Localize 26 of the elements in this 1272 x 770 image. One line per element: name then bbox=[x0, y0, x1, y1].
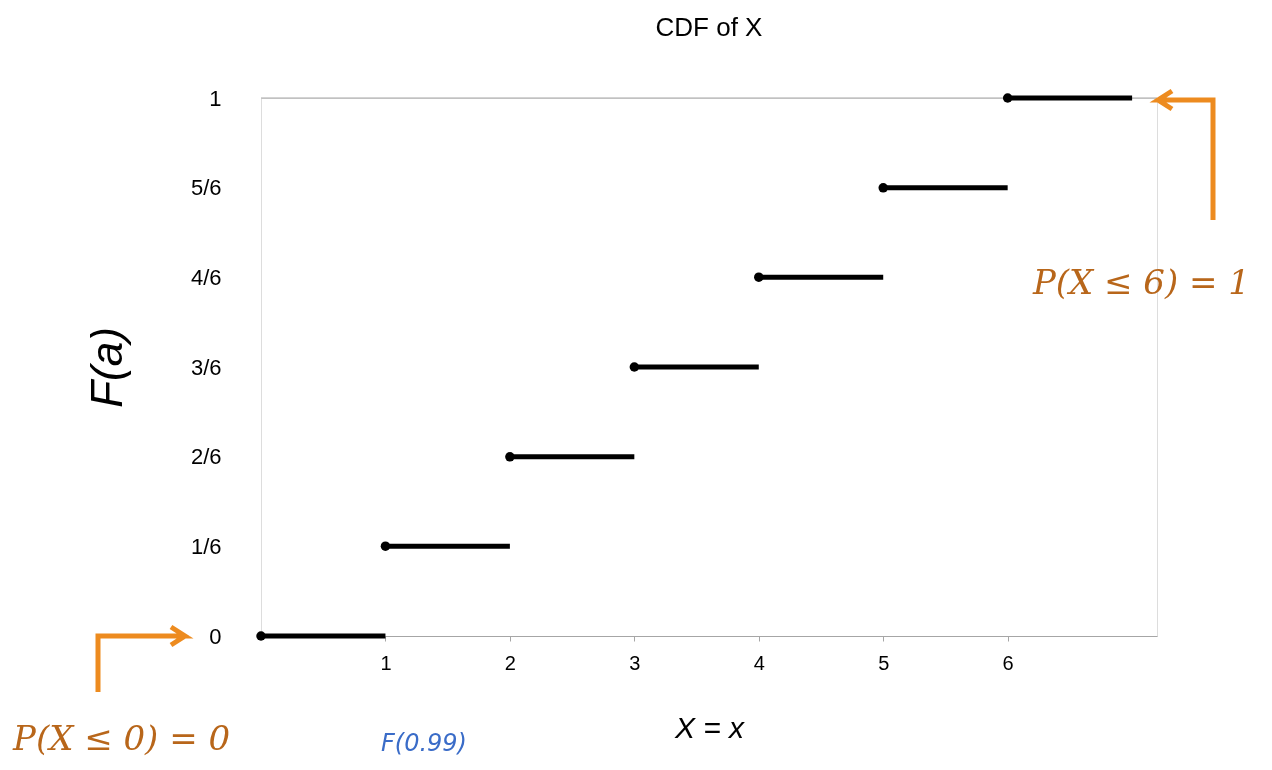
point bbox=[505, 452, 515, 462]
point bbox=[878, 183, 888, 193]
annotation: P(X ≤ 6) = 1 bbox=[1031, 262, 1250, 302]
x-tick-label: 5 bbox=[878, 651, 890, 674]
point bbox=[256, 631, 266, 641]
point bbox=[629, 362, 640, 372]
y-tick-label: 3/6 bbox=[190, 354, 222, 380]
x-tick-label: 3 bbox=[629, 651, 641, 674]
x-axis-title: X = x bbox=[673, 710, 746, 744]
y-tick-label: 5/6 bbox=[190, 175, 222, 201]
y-tick-label: 1/6 bbox=[190, 533, 222, 559]
point bbox=[754, 272, 764, 282]
point bbox=[1002, 93, 1013, 103]
x-tick-label: 6 bbox=[1002, 651, 1014, 674]
y-tick-label: 4/6 bbox=[190, 264, 222, 290]
x-tick-label: 2 bbox=[504, 651, 516, 674]
x-tick-label: 4 bbox=[753, 651, 765, 674]
y-tick-label: 2/6 bbox=[190, 444, 222, 470]
y-tick-label: 0 bbox=[209, 623, 222, 649]
text: P(X ≤ 0) = 0 bbox=[12, 718, 231, 758]
chart-title: CDF of X bbox=[655, 12, 763, 42]
x-tick-label: 1 bbox=[380, 651, 392, 674]
point bbox=[380, 541, 391, 551]
text: F(0.99) bbox=[381, 729, 467, 757]
y-axis-title: F(a) bbox=[81, 327, 131, 408]
y-tick-label: 1 bbox=[209, 85, 222, 111]
